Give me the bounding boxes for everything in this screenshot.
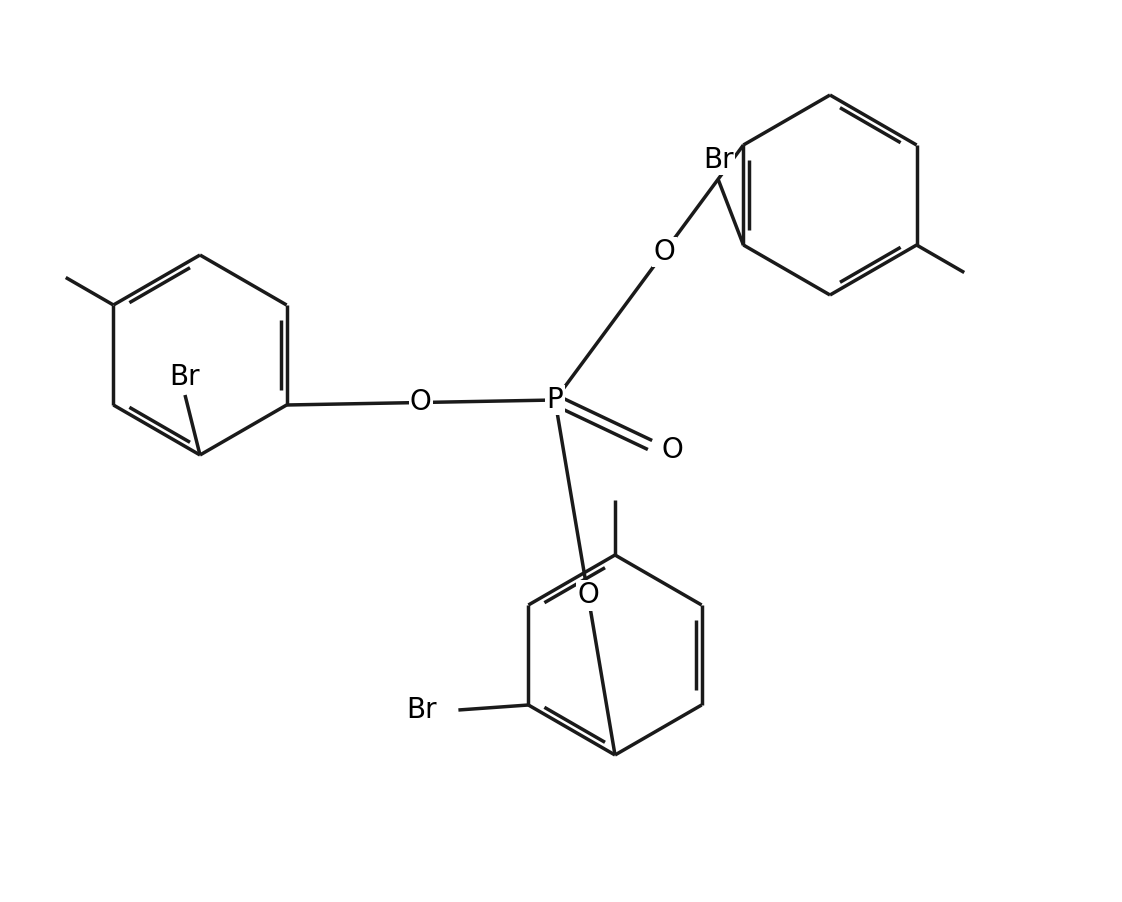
Text: O: O [661, 436, 683, 464]
Text: Br: Br [169, 363, 201, 391]
Text: O: O [653, 238, 675, 266]
Text: O: O [410, 389, 432, 417]
Text: Br: Br [406, 696, 436, 724]
Text: Br: Br [703, 146, 734, 174]
Text: O: O [577, 581, 599, 609]
Text: P: P [546, 386, 563, 414]
